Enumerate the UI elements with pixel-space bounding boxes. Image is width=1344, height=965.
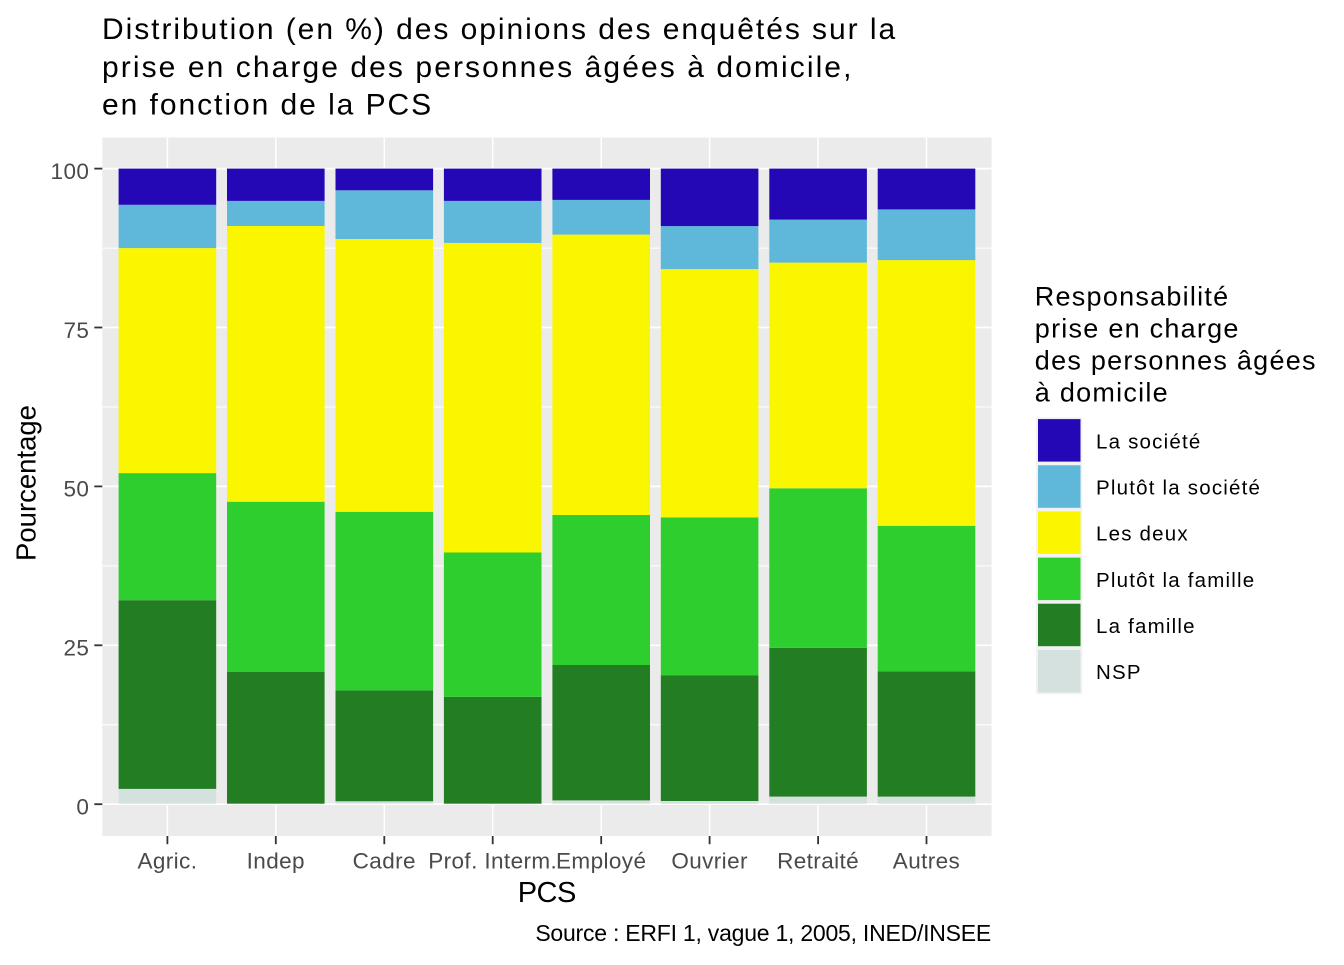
svg-text:en fonction de la PCS: en fonction de la PCS	[102, 88, 433, 121]
svg-text:25: 25	[63, 636, 89, 661]
svg-text:prise en charge: prise en charge	[1035, 314, 1240, 344]
svg-text:Distribution (en %) des opinio: Distribution (en %) des opinions des enq…	[102, 13, 897, 46]
svg-text:Plutôt la société: Plutôt la société	[1096, 477, 1261, 500]
svg-text:Indep: Indep	[247, 849, 305, 874]
svg-text:La famille: La famille	[1096, 615, 1196, 638]
svg-text:75: 75	[63, 318, 89, 343]
svg-text:Agric.: Agric.	[137, 849, 197, 874]
svg-text:Autres: Autres	[893, 849, 960, 874]
svg-text:Prof. Interm.: Prof. Interm.	[428, 849, 557, 874]
svg-text:Retraité: Retraité	[777, 849, 859, 874]
svg-text:Cadre: Cadre	[353, 849, 416, 874]
svg-text:prise en charge des personnes: prise en charge des personnes âgées à do…	[102, 51, 854, 84]
svg-text:Ouvrier: Ouvrier	[671, 849, 748, 874]
svg-text:100: 100	[51, 159, 90, 184]
svg-text:Source : ERFI 1, vague 1, 2005: Source : ERFI 1, vague 1, 2005, INED/INS…	[535, 920, 991, 946]
svg-text:Pourcentage: Pourcentage	[11, 405, 42, 561]
svg-text:des personnes âgées: des personnes âgées	[1035, 346, 1317, 376]
svg-text:PCS: PCS	[518, 877, 576, 909]
svg-text:La société: La société	[1096, 430, 1201, 453]
svg-text:Plutôt la famille: Plutôt la famille	[1096, 569, 1255, 592]
svg-text:50: 50	[63, 477, 89, 502]
svg-text:Les deux: Les deux	[1096, 523, 1189, 546]
svg-text:Responsabilité: Responsabilité	[1035, 282, 1230, 312]
svg-text:à domicile: à domicile	[1035, 378, 1169, 408]
svg-text:NSP: NSP	[1096, 661, 1142, 684]
svg-text:0: 0	[76, 795, 89, 820]
svg-text:Employé: Employé	[556, 849, 646, 874]
